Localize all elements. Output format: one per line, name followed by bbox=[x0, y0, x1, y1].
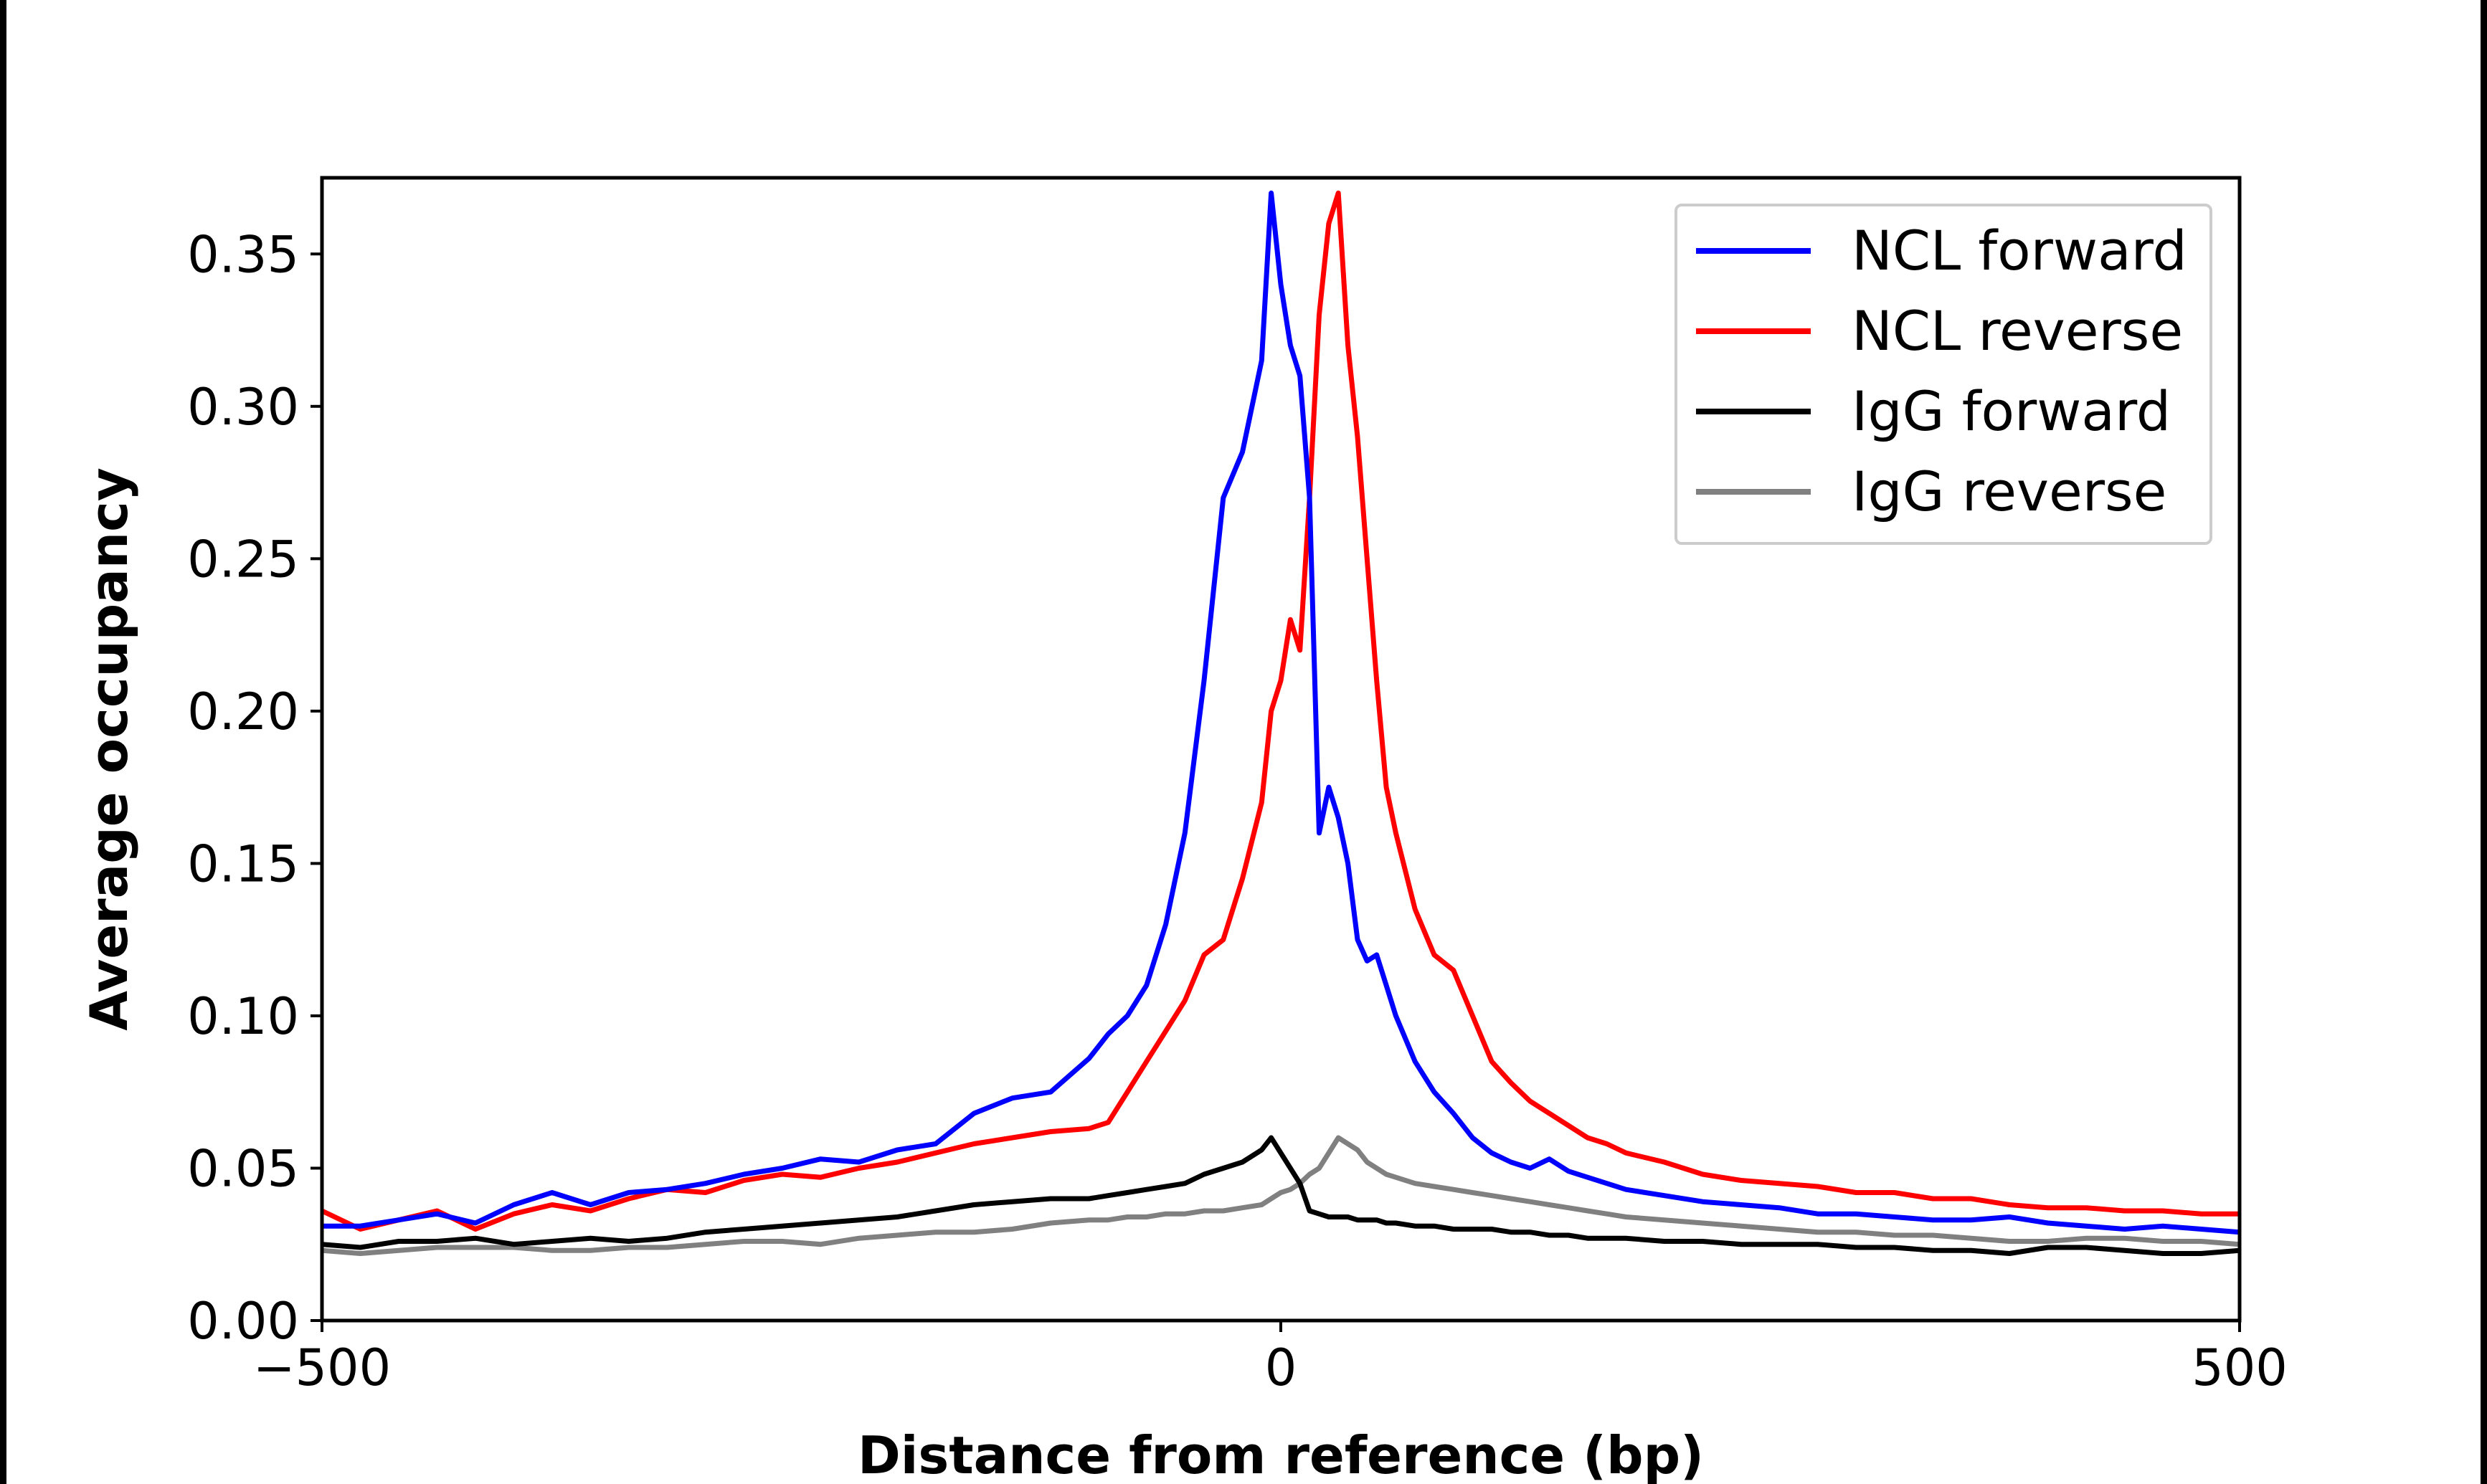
y-tick-label: 0.00 bbox=[187, 1292, 299, 1351]
legend-label: IgG forward bbox=[1852, 379, 2171, 443]
x-axis-title: Distance from reference (bp) bbox=[858, 1425, 1704, 1484]
x-tick-label: −500 bbox=[253, 1338, 391, 1397]
legend-label: NCL reverse bbox=[1852, 299, 2183, 363]
y-axis-title: Average occupancy bbox=[79, 467, 139, 1031]
y-tick-label: 0.15 bbox=[187, 834, 299, 893]
y-tick-label: 0.30 bbox=[187, 378, 299, 437]
axes-layer: 0.00 0.05 0.10 0.15 0.20 0.25 0.30 0.35 −500 0 500 bbox=[187, 225, 2288, 1397]
line-chart: 0.00 0.05 0.10 0.15 0.20 0.25 0.30 0.35 −500 0 500… bbox=[79, 176, 2288, 1484]
legend-label: IgG reverse bbox=[1852, 460, 2166, 523]
x-tick-label: 0 bbox=[1265, 1338, 1297, 1397]
y-tick-label: 0.35 bbox=[187, 225, 299, 284]
legend-label: NCL forward bbox=[1852, 219, 2187, 282]
series-line-ncl-forward bbox=[322, 190, 2240, 1235]
series-line-ncl-reverse bbox=[322, 190, 2240, 1232]
series-line-igg-reverse bbox=[322, 1135, 2240, 1256]
y-tick-label: 0.05 bbox=[187, 1139, 299, 1198]
series-line-igg-forward bbox=[322, 1135, 2240, 1256]
y-tick-label: 0.10 bbox=[187, 987, 299, 1046]
y-tick-label: 0.20 bbox=[187, 682, 299, 741]
series-layer bbox=[322, 190, 2240, 1256]
legend-box bbox=[1674, 204, 2212, 545]
x-tick-label: 500 bbox=[2192, 1338, 2288, 1397]
legend: NCL forward NCL reverse IgG forward IgG rev… bbox=[1674, 204, 2212, 545]
y-tick-label: 0.25 bbox=[187, 530, 299, 589]
